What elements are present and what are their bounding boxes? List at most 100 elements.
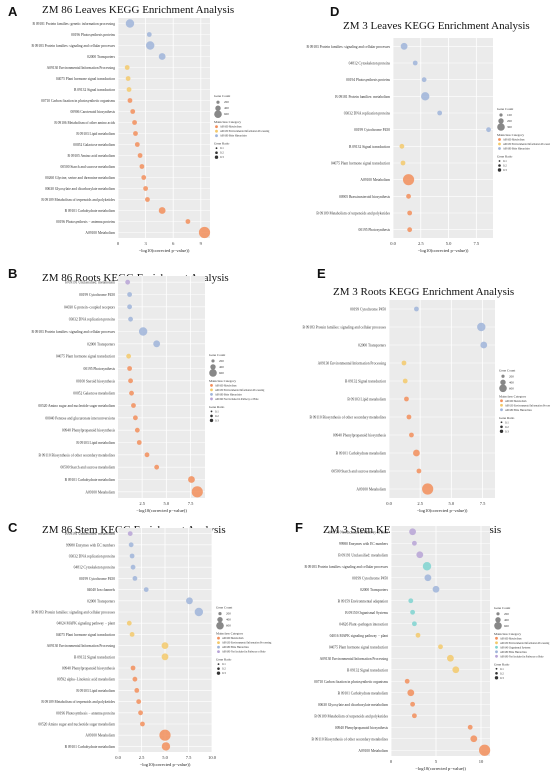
term-label: 04626 Plant−pathogen interaction — [339, 622, 388, 626]
legend-category-label: A09140 Organismal Systems — [500, 646, 530, 649]
term-label: 00520 Amino sugar and nucleotide sugar m… — [38, 404, 115, 408]
enrichment-point — [409, 432, 414, 438]
term-label: 04024 MAPK signaling pathway − plant — [57, 622, 115, 626]
legend-ratio-label: 0.3 — [215, 418, 219, 422]
enrichment-point — [410, 701, 415, 707]
term-label: 00710 Carbon fixation in photosynthetic … — [41, 99, 115, 103]
x-tick-label: 0.0 — [386, 501, 392, 506]
legend-title: Gene Ratio — [499, 416, 515, 420]
legend-category-dot — [217, 650, 220, 654]
legend-count-dot — [501, 374, 505, 378]
enrichment-point — [125, 19, 135, 28]
legend-ratio-label: 0.3 — [222, 671, 226, 675]
enrichment-point — [408, 598, 414, 604]
term-label: 00710 Carbon fixation in photosynthetic … — [314, 680, 388, 684]
term-label: 04016 MAPK signaling pathway − plant — [330, 634, 388, 638]
enrichment-point — [416, 468, 422, 474]
legend-count-label: 300 — [507, 125, 512, 129]
term-label: A09130 Environmental Information Process… — [47, 66, 116, 70]
legend-category-dot — [495, 654, 498, 658]
enrichment-point — [480, 341, 488, 349]
panel-B: B ZM 86 Roots KEGG Enrichment Analysis B… — [0, 262, 275, 524]
legend-ratio-label: 0.2 — [503, 164, 507, 168]
term-label: A09100 Metabolism — [360, 178, 390, 182]
term-label: 00905 Brassinosteroid biosynthesis — [339, 195, 391, 199]
enrichment-point — [138, 710, 143, 716]
x-axis-label: −log10(corrected p−value)) — [139, 248, 190, 253]
enrichment-point — [127, 98, 133, 103]
enrichment-point — [400, 42, 408, 50]
enrichment-point — [424, 574, 432, 582]
term-label: 02000 Transporters — [360, 588, 388, 592]
term-label: 00199 Cytochrome P450 — [79, 293, 115, 297]
term-label: B 09109 Metabolism of terpenoids and pol… — [314, 714, 388, 718]
term-label: 04075 Plant hormone signal transduction — [56, 355, 115, 359]
panel-letter: A — [8, 4, 18, 19]
enrichment-point — [158, 53, 166, 60]
term-label: 02000 Transporters — [87, 55, 115, 59]
legend-category-label: A09180 Brite Hierarchies — [503, 148, 530, 151]
enrichment-point — [158, 207, 166, 214]
legend-category-dot — [210, 388, 213, 392]
enrichment-point — [128, 378, 133, 384]
enrichment-point — [145, 197, 150, 202]
legend-category-label: A09180 Brite Hierarchies — [500, 651, 527, 654]
enrichment-point — [402, 174, 415, 186]
enrichment-point — [399, 143, 405, 149]
legend-count-label: 400 — [504, 618, 509, 622]
legend-ratio-dot — [215, 147, 218, 150]
legend-title: Gene Ratio — [214, 142, 230, 146]
legend-ratio-dot — [499, 429, 504, 433]
legend-category-label: A09180 Brite Hierarchies — [220, 135, 247, 138]
term-label: A09100 Metabolism — [85, 231, 115, 235]
term-label: 04075 Plant hormone signal transduction — [329, 645, 388, 649]
enrichment-point — [159, 729, 171, 741]
term-label: B 09101 Carbohydrate metabolism — [338, 691, 389, 695]
legend-title: Gene Ratio — [497, 155, 513, 159]
x-tick-label: 9 — [200, 241, 203, 246]
x-tick-label: 7.5 — [474, 241, 480, 246]
enrichment-point — [161, 742, 171, 751]
enrichment-point — [486, 127, 491, 133]
term-label: 00194 Photosynthesis proteins — [346, 78, 391, 82]
legend-category-dot — [495, 636, 498, 640]
x-tick-label: 10 — [479, 759, 484, 764]
legend-count-dot — [216, 100, 220, 104]
enrichment-point — [401, 360, 407, 366]
enrichment-point — [130, 564, 136, 570]
legend-count-label: 400 — [226, 618, 231, 622]
x-tick-label: 0 — [117, 241, 120, 246]
enrichment-point — [129, 632, 135, 637]
term-label: 00500 Starch and sucrose metabolism — [61, 165, 116, 169]
legend-title: Gene Count — [209, 353, 225, 357]
legend-category-dot — [498, 138, 501, 141]
term-label: 99980 Enzymes with EC numbers — [339, 542, 389, 546]
plot-E: 00199 Cytochrome P450 B 09183 Protein fam… — [302, 300, 550, 513]
legend-count-label: 200 — [507, 119, 512, 123]
term-label: B 09103 Lipid metabolism — [76, 689, 115, 693]
x-tick-label: 0.0 — [390, 241, 396, 246]
enrichment-point — [127, 292, 132, 297]
enrichment-point — [422, 562, 432, 571]
legend-category-label: A09100 Metabolism — [500, 637, 521, 640]
legend-count-dot — [215, 105, 221, 111]
term-label: A09100 Metabolism — [358, 749, 388, 753]
x-tick-label: 2.5 — [139, 501, 145, 506]
legend-category-dot — [210, 393, 213, 396]
legend-title: Gene Ratio — [209, 405, 225, 409]
enrichment-point — [130, 665, 136, 671]
legend-ratio-label: 0.1 — [500, 667, 504, 671]
legend-ratio-label: 0.3 — [500, 676, 504, 680]
enrichment-point — [132, 676, 138, 682]
term-label: B 09183 Protein families: signaling and … — [304, 565, 388, 569]
legend-title: Gene Count — [497, 107, 513, 111]
enrichment-point — [128, 542, 134, 548]
legend-ratio-dot — [497, 168, 502, 172]
term-label: B 09109 Metabolism of terpenoids and pol… — [41, 198, 115, 202]
term-label: 00500 Starch and sucrose metabolism — [332, 470, 387, 474]
term-label: B 09132 Signal transduction — [349, 145, 390, 149]
enrichment-point — [416, 551, 424, 559]
enrichment-point — [131, 403, 136, 408]
term-label: B 09183 Protein families: signaling and … — [31, 330, 115, 334]
legend-count-dot — [209, 369, 217, 377]
